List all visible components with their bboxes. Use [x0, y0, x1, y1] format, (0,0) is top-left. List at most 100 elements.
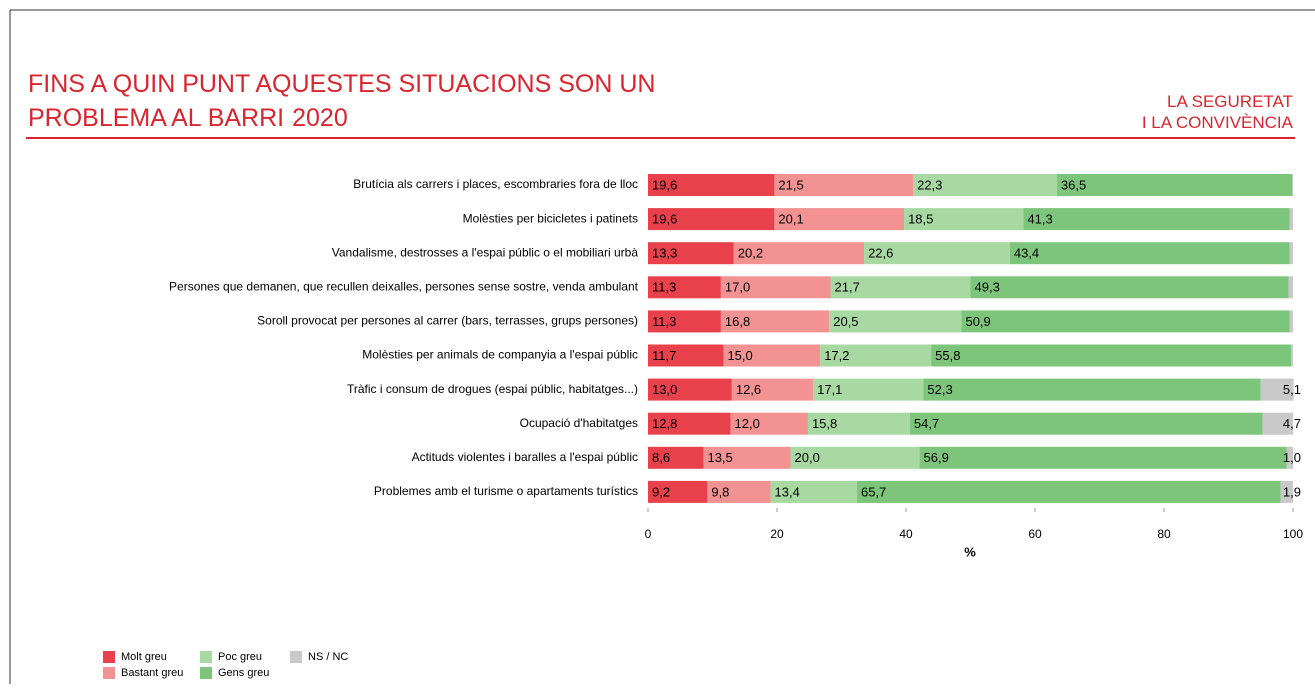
value-label: 9,8 [711, 484, 729, 499]
value-label: 13,5 [707, 450, 732, 465]
value-label: 21,5 [778, 177, 803, 192]
value-label: 16,8 [725, 314, 750, 329]
value-label: 54,7 [914, 416, 939, 431]
bar-segment [648, 446, 704, 469]
bar-segment [1286, 446, 1293, 469]
value-label: 22,3 [917, 177, 942, 192]
value-label: 36,5 [1061, 177, 1086, 192]
x-tick-label: 20 [770, 527, 784, 541]
bar-segment [648, 480, 708, 503]
x-tick-label: 80 [1157, 527, 1171, 541]
value-label: 20,0 [795, 450, 820, 465]
bar-segment [856, 480, 1281, 503]
category-label: Vandalisme, destrosses a l'espai públic … [332, 245, 639, 259]
bar-segment [913, 174, 1057, 196]
title-line: PROBLEMA AL BARRI [28, 104, 284, 132]
legend-label: Bastant greu [121, 667, 183, 679]
bar-segment [1288, 276, 1293, 299]
bar-segment [648, 378, 732, 401]
bar-segment [829, 310, 962, 333]
value-label: 11,3 [652, 314, 676, 329]
bar-segment [648, 208, 775, 231]
bar-segment [904, 208, 1024, 231]
bar-segment [774, 208, 905, 231]
category-label: Problemes amb el turisme o apartaments t… [374, 484, 638, 498]
value-label: 8,6 [652, 450, 670, 465]
value-label: 15,0 [727, 348, 752, 363]
bar-segment [1009, 242, 1290, 265]
bar-segment [1289, 208, 1293, 231]
bar-segment [909, 412, 1263, 435]
category-label: Brutícia als carrers i places, escombrar… [353, 177, 638, 191]
value-label: 13,3 [652, 246, 677, 261]
bar-segment [1280, 480, 1293, 503]
value-label: 17,1 [817, 382, 842, 397]
value-label: 56,9 [924, 450, 949, 465]
category-label: Tràfic i consum de drogues (espai públic… [347, 382, 638, 396]
bar-segment [703, 446, 791, 469]
legend-swatch [200, 667, 212, 679]
legend-swatch [103, 651, 115, 663]
value-label: 13,4 [775, 484, 800, 499]
bar-segment [733, 242, 865, 265]
x-tick-label: 60 [1028, 527, 1042, 541]
legend-swatch [103, 667, 115, 679]
value-label: 4,7 [1283, 416, 1301, 431]
section: LA SEGURETAT [1167, 92, 1293, 111]
bar-segment [970, 276, 1289, 299]
bar-segment [919, 446, 1287, 469]
bar-segment [723, 344, 821, 367]
value-label: 20,1 [778, 212, 803, 227]
bar-segment [864, 242, 1010, 265]
bar-segment [648, 174, 775, 196]
bar-segment [1292, 174, 1293, 196]
value-label: 12,0 [735, 416, 760, 431]
bar-segment [807, 412, 910, 435]
bar-segment [774, 174, 914, 196]
legend-label: NS / NC [308, 651, 348, 663]
bar-segment [731, 378, 814, 401]
value-label: 11,3 [652, 280, 676, 295]
value-label: 52,3 [927, 382, 952, 397]
title-line: PROBLEMA AL BARRI 2020 [28, 104, 348, 132]
bar-segment [648, 242, 734, 265]
value-label: 9,2 [652, 484, 670, 499]
value-label: 13,0 [652, 382, 677, 397]
value-label: 17,2 [824, 348, 849, 363]
category-label: Actituds violentes i baralles a l'espai … [412, 450, 638, 464]
value-label: 49,3 [975, 280, 1000, 295]
bar-segment [1260, 378, 1294, 401]
value-label: 21,7 [835, 280, 860, 295]
value-label: 55,8 [935, 348, 960, 363]
bar-segment [1289, 310, 1293, 333]
bar-segment [813, 378, 924, 401]
value-label: 18,5 [908, 212, 933, 227]
x-tick-label: 40 [899, 527, 913, 541]
bar-segment [648, 412, 731, 435]
legend-label: Molt greu [121, 651, 167, 663]
bar-segment [770, 480, 857, 503]
bar-segment [720, 310, 830, 333]
bar-segment [923, 378, 1261, 401]
value-label: 65,7 [861, 484, 886, 499]
legend-label: Gens greu [218, 667, 269, 679]
value-label: 15,8 [812, 416, 837, 431]
value-label: 12,8 [652, 416, 677, 431]
bar-segment [820, 344, 932, 367]
category-label: Molèsties per bicicletes i patinets [463, 211, 638, 225]
bar-segment [648, 344, 724, 367]
value-label: 5,1 [1283, 382, 1301, 397]
value-label: 19,6 [652, 212, 677, 227]
bar-segment [931, 344, 1292, 367]
title-year: 2020 [292, 104, 348, 132]
value-label: 20,2 [738, 246, 763, 261]
value-label: 11,7 [652, 348, 676, 363]
value-label: 1,0 [1283, 450, 1301, 465]
bar-segment [961, 310, 1290, 333]
value-label: 50,9 [965, 314, 990, 329]
bar-segment [1262, 412, 1293, 435]
x-tick-label: 0 [645, 527, 652, 541]
bar-segment [1289, 242, 1293, 265]
